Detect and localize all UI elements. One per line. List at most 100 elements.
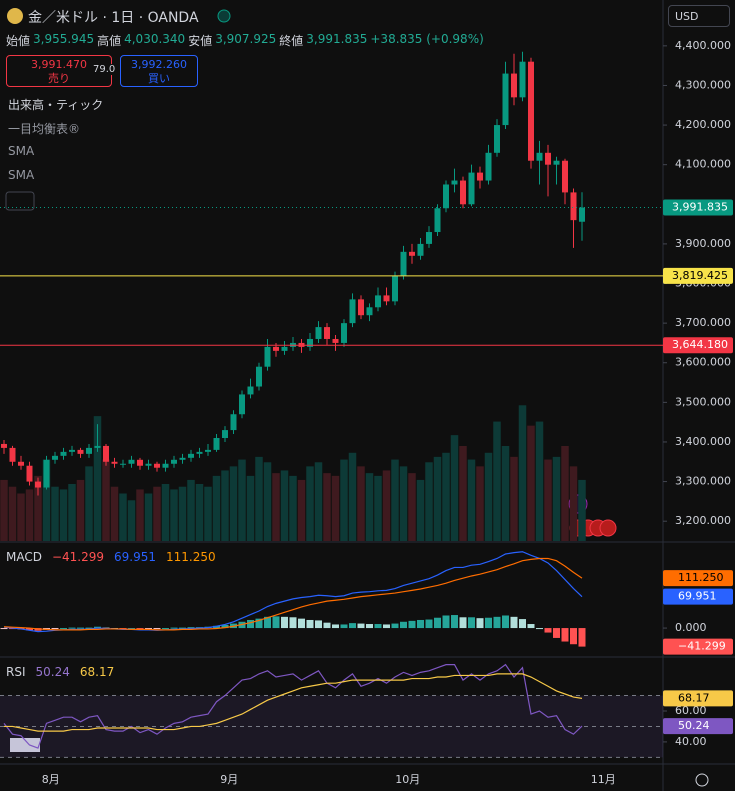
macd-histogram-bar: [85, 627, 93, 629]
macd-histogram-bar: [527, 624, 535, 629]
volume-bar: [382, 470, 391, 541]
candle-body: [1, 443, 7, 448]
macd-histogram-bar: [425, 619, 433, 629]
macd-histogram-bar: [264, 616, 271, 629]
volume-bar: [8, 486, 17, 541]
macd-histogram-bar: [298, 618, 305, 629]
settings-icon[interactable]: [695, 773, 709, 787]
candle-body: [69, 449, 75, 452]
macd-histogram-bar: [281, 616, 288, 629]
volume-bar: [110, 486, 119, 541]
candle-body: [213, 438, 220, 450]
rsi-line: [4, 673, 583, 732]
volume-bar: [544, 459, 552, 541]
axis-tag: [663, 588, 733, 605]
x-tick-label: 9月: [220, 773, 238, 786]
sell-price: 3,991.470: [31, 58, 87, 71]
candle-body: [494, 125, 500, 153]
buy-price: 3,992.260: [131, 58, 187, 71]
volume-bar: [391, 459, 399, 541]
volume-bar: [357, 466, 365, 541]
x-tick-label: 8月: [42, 773, 60, 786]
volume-bar: [416, 479, 425, 541]
rsi-title: RSI: [6, 665, 26, 679]
candle-body: [315, 327, 322, 339]
volume-bar: [442, 452, 450, 541]
macd-histogram-bar: [349, 623, 356, 629]
currency-select[interactable]: USD: [668, 5, 730, 27]
candle-body: [307, 338, 313, 347]
ohlc-value: 3,907.925: [215, 32, 277, 46]
candle-body: [502, 73, 509, 126]
macd-histogram-bar: [476, 618, 484, 629]
volume-bar: [484, 452, 493, 541]
volume-bar: [399, 466, 408, 541]
volume-bar: [153, 486, 161, 541]
macd-histogram-bar: [323, 622, 331, 629]
candle-body: [171, 459, 177, 464]
ohlc-value: 3,955.945: [33, 32, 95, 46]
event-icon[interactable]: [599, 519, 617, 537]
candle-body: [43, 459, 50, 488]
rsi-legend: RSI 50.24 68.17: [6, 665, 114, 679]
candle-body: [239, 394, 245, 415]
y-tick-label: 3,900.000: [675, 237, 731, 250]
y-tick-label: 4,400.000: [675, 39, 731, 52]
ohlc-label: 高値: [97, 34, 122, 48]
macd-histogram-bar: [94, 626, 101, 629]
volume-bar: [348, 452, 357, 541]
macd-histogram-bar: [434, 617, 441, 629]
volume-bar: [76, 479, 85, 541]
volume-bar: [518, 405, 527, 541]
macd-histogram-bar: [221, 624, 229, 629]
candle-body: [383, 295, 390, 302]
macd-histogram-bar: [510, 616, 518, 629]
candle-body: [137, 459, 143, 466]
macd-histogram-bar: [77, 627, 84, 629]
volume-bar: [552, 456, 561, 541]
candle-body: [26, 465, 33, 482]
candle-body: [162, 463, 169, 468]
candle-body: [468, 172, 475, 205]
candle-body: [443, 184, 449, 209]
macd-histogram-bar: [272, 616, 280, 629]
candle-body: [35, 481, 41, 488]
macd-histogram-bar: [485, 617, 492, 629]
volume-bar: [136, 489, 144, 541]
axis-tag-label: 68.17: [678, 691, 710, 704]
candle-body: [154, 463, 160, 468]
volume-bar: [425, 462, 433, 541]
macd-histogram-bar: [136, 628, 144, 630]
candle-body: [553, 160, 560, 165]
spread: 79.0: [93, 64, 116, 75]
volume-bar: [195, 484, 204, 541]
macd-histogram-bar: [255, 618, 263, 629]
indicator-label[interactable]: 出来高・ティック: [8, 98, 104, 112]
macd-histogram-bar: [400, 621, 407, 629]
axis-tag-label: 69.951: [678, 590, 717, 603]
indicator-label[interactable]: SMA: [8, 168, 35, 182]
sell-label: 売り: [48, 72, 70, 85]
volume-bar: [127, 500, 136, 541]
candle-body: [332, 338, 339, 343]
y-tick-label: 3,600.000: [675, 356, 731, 369]
macd-histogram-bar: [0, 628, 8, 630]
indicator-label[interactable]: 一目均衡表®: [8, 122, 81, 136]
macd-histogram-bar: [179, 627, 186, 629]
axis-tag-label: 111.250: [678, 571, 724, 584]
volume-bar: [578, 479, 586, 541]
indicator-label[interactable]: SMA: [8, 144, 35, 158]
volume-bar: [246, 475, 255, 541]
candle-body: [222, 430, 228, 439]
candle-body: [460, 180, 466, 205]
axis-tag: [663, 690, 733, 707]
collapse-button[interactable]: [5, 191, 35, 211]
candle-body: [256, 366, 262, 387]
candle-body: [434, 208, 441, 233]
status-dot: [217, 9, 231, 23]
buy-button[interactable]: 3,992.260 買い: [120, 55, 198, 87]
volume-bar: [433, 456, 442, 541]
y-tick-label: 4,300.000: [675, 78, 731, 91]
